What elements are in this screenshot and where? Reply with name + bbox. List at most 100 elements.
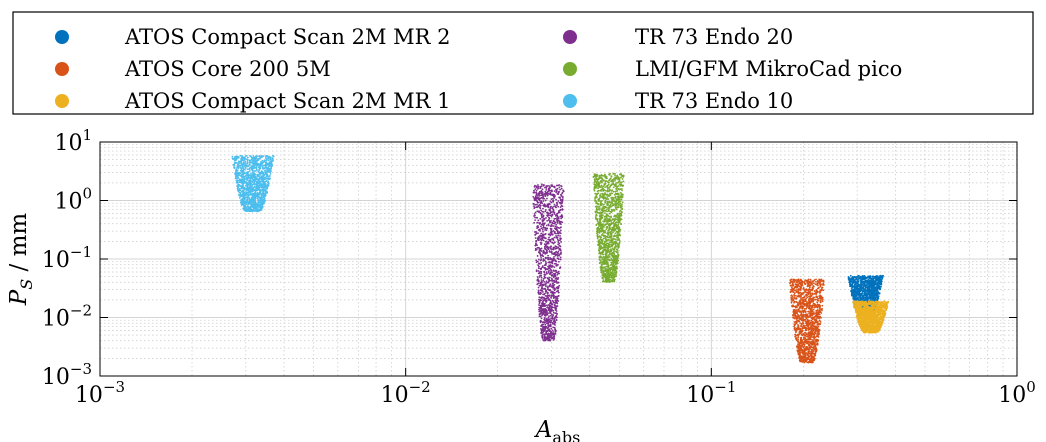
data-point <box>810 305 813 307</box>
data-point <box>821 304 824 307</box>
data-point <box>862 286 865 288</box>
data-point <box>819 321 822 323</box>
data-point <box>554 254 557 257</box>
data-point <box>803 315 805 318</box>
data-point <box>870 320 873 322</box>
data-point <box>539 315 542 318</box>
data-point <box>537 272 540 275</box>
data-point <box>871 280 874 283</box>
data-point <box>869 289 872 292</box>
data-point <box>799 356 802 358</box>
data-point <box>805 360 808 363</box>
data-point <box>541 210 544 213</box>
data-point <box>804 329 807 332</box>
data-point <box>817 284 819 287</box>
data-point <box>811 289 814 292</box>
data-point <box>817 299 820 302</box>
data-point <box>852 296 855 299</box>
data-point <box>879 278 882 281</box>
data-point <box>879 276 882 279</box>
data-point <box>874 311 877 314</box>
data-point <box>809 295 812 298</box>
data-point <box>794 310 797 312</box>
data-point <box>793 301 795 304</box>
data-point <box>533 207 536 210</box>
data-point <box>806 314 808 317</box>
data-point <box>801 329 804 332</box>
data-point <box>808 295 810 298</box>
legend-label: ATOS Compact Scan 2M MR 1 <box>124 89 451 113</box>
data-point <box>800 337 802 339</box>
data-point <box>805 352 808 354</box>
data-point <box>855 288 857 291</box>
data-point <box>848 277 850 280</box>
data-point <box>808 344 811 346</box>
data-point <box>812 287 814 290</box>
data-point <box>819 301 822 304</box>
data-point <box>870 318 873 320</box>
axis-ticks <box>99 141 1018 377</box>
data-point <box>855 303 858 306</box>
data-point <box>811 304 814 307</box>
data-point <box>813 322 816 325</box>
data-point <box>800 325 803 328</box>
data-point <box>795 339 798 342</box>
data-point <box>864 298 867 301</box>
data-point <box>796 283 799 286</box>
data-point <box>808 312 811 315</box>
data-point <box>552 239 555 241</box>
data-point <box>797 334 800 337</box>
data-point <box>874 307 877 310</box>
data-point <box>796 349 799 352</box>
data-point <box>815 278 817 281</box>
data-point <box>866 282 868 285</box>
data-point <box>797 285 799 288</box>
data-point <box>560 187 563 190</box>
data-point <box>549 247 552 250</box>
data-point <box>798 279 801 282</box>
data-point <box>802 332 805 335</box>
data-point <box>815 280 817 283</box>
data-point <box>556 202 559 205</box>
data-point <box>865 286 868 289</box>
data-point <box>803 309 806 312</box>
data-point <box>809 358 811 361</box>
data-point <box>802 325 805 328</box>
data-point <box>797 308 799 311</box>
data-point <box>559 256 562 259</box>
data-point <box>863 289 865 292</box>
data-point <box>856 317 859 319</box>
data-point <box>811 323 814 325</box>
data-point <box>808 300 811 303</box>
data-point <box>811 342 814 345</box>
data-point <box>855 310 858 313</box>
data-point <box>808 341 811 344</box>
data-point <box>862 296 865 299</box>
data-point <box>868 291 871 294</box>
data-point <box>879 283 882 286</box>
data-point <box>549 246 552 249</box>
data-point <box>866 285 869 288</box>
legend-box <box>12 11 1034 115</box>
data-point <box>882 313 885 316</box>
data-point <box>799 286 802 289</box>
data-point <box>820 287 823 289</box>
data-point <box>793 325 795 328</box>
data-point <box>814 329 817 332</box>
data-point <box>802 343 805 346</box>
data-point <box>795 289 798 291</box>
data-point <box>878 287 881 289</box>
data-point <box>553 213 556 215</box>
data-point <box>811 361 814 364</box>
data-point <box>857 277 860 280</box>
data-point <box>821 284 824 286</box>
data-point <box>860 298 863 300</box>
data-point <box>819 289 822 291</box>
data-point <box>556 232 559 235</box>
data-point <box>802 352 805 354</box>
data-point <box>814 283 817 286</box>
data-point <box>801 316 804 319</box>
data-point <box>805 346 807 349</box>
data-point <box>872 282 875 285</box>
data-point <box>800 357 803 360</box>
